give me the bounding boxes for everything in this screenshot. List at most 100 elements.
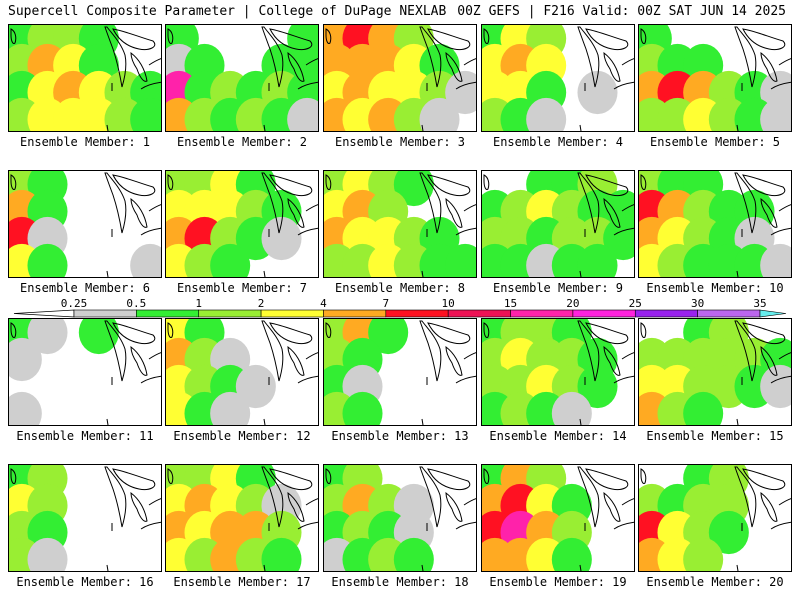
scp-field (9, 465, 161, 571)
lake-outline (445, 345, 463, 376)
lake-outline (483, 468, 490, 484)
scp-field (324, 25, 476, 131)
lake-outline (621, 204, 634, 212)
lake-outline (427, 174, 471, 196)
lake-outline (104, 466, 127, 528)
colorbar-swatch (385, 309, 449, 318)
scp-map (165, 318, 319, 426)
lake-outline (167, 468, 174, 484)
lake-outline (613, 81, 634, 90)
shoreline-segment (736, 270, 739, 277)
colorbar-swatch (323, 309, 387, 318)
lake-outline (463, 352, 476, 360)
lake-outline (325, 322, 332, 338)
scp-contour-blob (526, 97, 567, 131)
lake-outline (742, 174, 786, 196)
scp-contour-blob (708, 510, 749, 555)
colorbar-tick-label: 25 (629, 297, 642, 310)
lake-outline (297, 227, 318, 236)
lake-outline (261, 320, 284, 382)
lake-outline (130, 345, 148, 376)
lake-outline (734, 320, 757, 382)
lake-outline (577, 172, 600, 234)
scp-field (324, 465, 476, 571)
lake-outline (10, 468, 17, 484)
scp-contour-blob (261, 216, 302, 261)
scp-contour-blob (551, 537, 592, 571)
lake-outline (760, 197, 778, 228)
lake-outline (140, 81, 161, 90)
lake-outline (297, 521, 318, 530)
lake-outline (445, 51, 463, 82)
scp-map (323, 318, 477, 426)
colorbar-swatch (73, 309, 137, 318)
ensemble-member-label: Ensemble Member: 12 (173, 429, 311, 443)
scp-contour-blob (760, 364, 791, 409)
lake-outline (419, 26, 442, 88)
lake-outline (445, 197, 463, 228)
lake-outline (325, 468, 332, 484)
scp-map (323, 464, 477, 572)
lake-outline (269, 28, 313, 50)
scp-map (481, 170, 635, 278)
lake-outline (325, 174, 332, 190)
lake-outline (640, 28, 647, 44)
scp-contour-blob (577, 70, 618, 115)
lake-outline (463, 204, 476, 212)
page-title: Supercell Composite Parameter | College … (8, 4, 447, 19)
ensemble-member-label: Ensemble Member: 19 (489, 575, 627, 589)
scp-map (638, 318, 792, 426)
scp-map (638, 464, 792, 572)
lake-outline (640, 174, 647, 190)
ensemble-member-label: Ensemble Member: 2 (176, 135, 308, 149)
ensemble-member-label: Ensemble Member: 6 (19, 281, 151, 295)
lake-outline (10, 322, 17, 338)
scp-field (9, 171, 161, 277)
ensemble-member-label: Ensemble Member: 10 (646, 281, 784, 295)
lake-outline (770, 521, 791, 530)
lake-outline (483, 174, 490, 190)
lake-outline (577, 320, 600, 382)
ensemble-member-label: Ensemble Member: 13 (331, 429, 469, 443)
scp-field (639, 25, 791, 131)
scp-contour-blob (445, 243, 476, 277)
shoreline-segment (263, 564, 266, 571)
scp-field (166, 319, 318, 425)
scp-contour-blob (445, 70, 476, 115)
lake-outline (112, 28, 156, 50)
colorbar-swatch (510, 309, 574, 318)
lake-outline (760, 51, 778, 82)
scp-contour-blob (9, 337, 42, 382)
lake-outline (455, 227, 476, 236)
shoreline-segment (736, 564, 739, 571)
scp-map (323, 170, 477, 278)
scp-map (165, 464, 319, 572)
lake-outline (742, 322, 786, 344)
scp-contour-blob (760, 243, 791, 277)
lake-outline (104, 172, 127, 234)
lake-outline (287, 51, 305, 82)
scp-field (639, 465, 791, 571)
colorbar-low-tail (13, 309, 75, 318)
shoreline-segment (421, 564, 424, 571)
lake-outline (261, 172, 284, 234)
colorbar-tick-label: 1 (195, 297, 202, 310)
lake-outline (167, 28, 174, 44)
scp-map (481, 464, 635, 572)
lake-outline (305, 498, 318, 506)
scp-map (165, 170, 319, 278)
lake-outline (770, 81, 791, 90)
lake-outline (621, 498, 634, 506)
scp-contour-blob (393, 171, 434, 207)
lake-outline (778, 498, 791, 506)
lake-outline (455, 375, 476, 384)
lake-outline (577, 466, 600, 528)
lake-outline (445, 491, 463, 522)
scp-field (166, 171, 318, 277)
ensemble-member-label: Ensemble Member: 15 (646, 429, 784, 443)
colorbar-swatch (136, 309, 200, 318)
scp-contour-blob (760, 97, 791, 131)
scp-field (482, 319, 634, 425)
lake-outline (325, 28, 332, 44)
colorbar-tick-label: 7 (383, 297, 390, 310)
